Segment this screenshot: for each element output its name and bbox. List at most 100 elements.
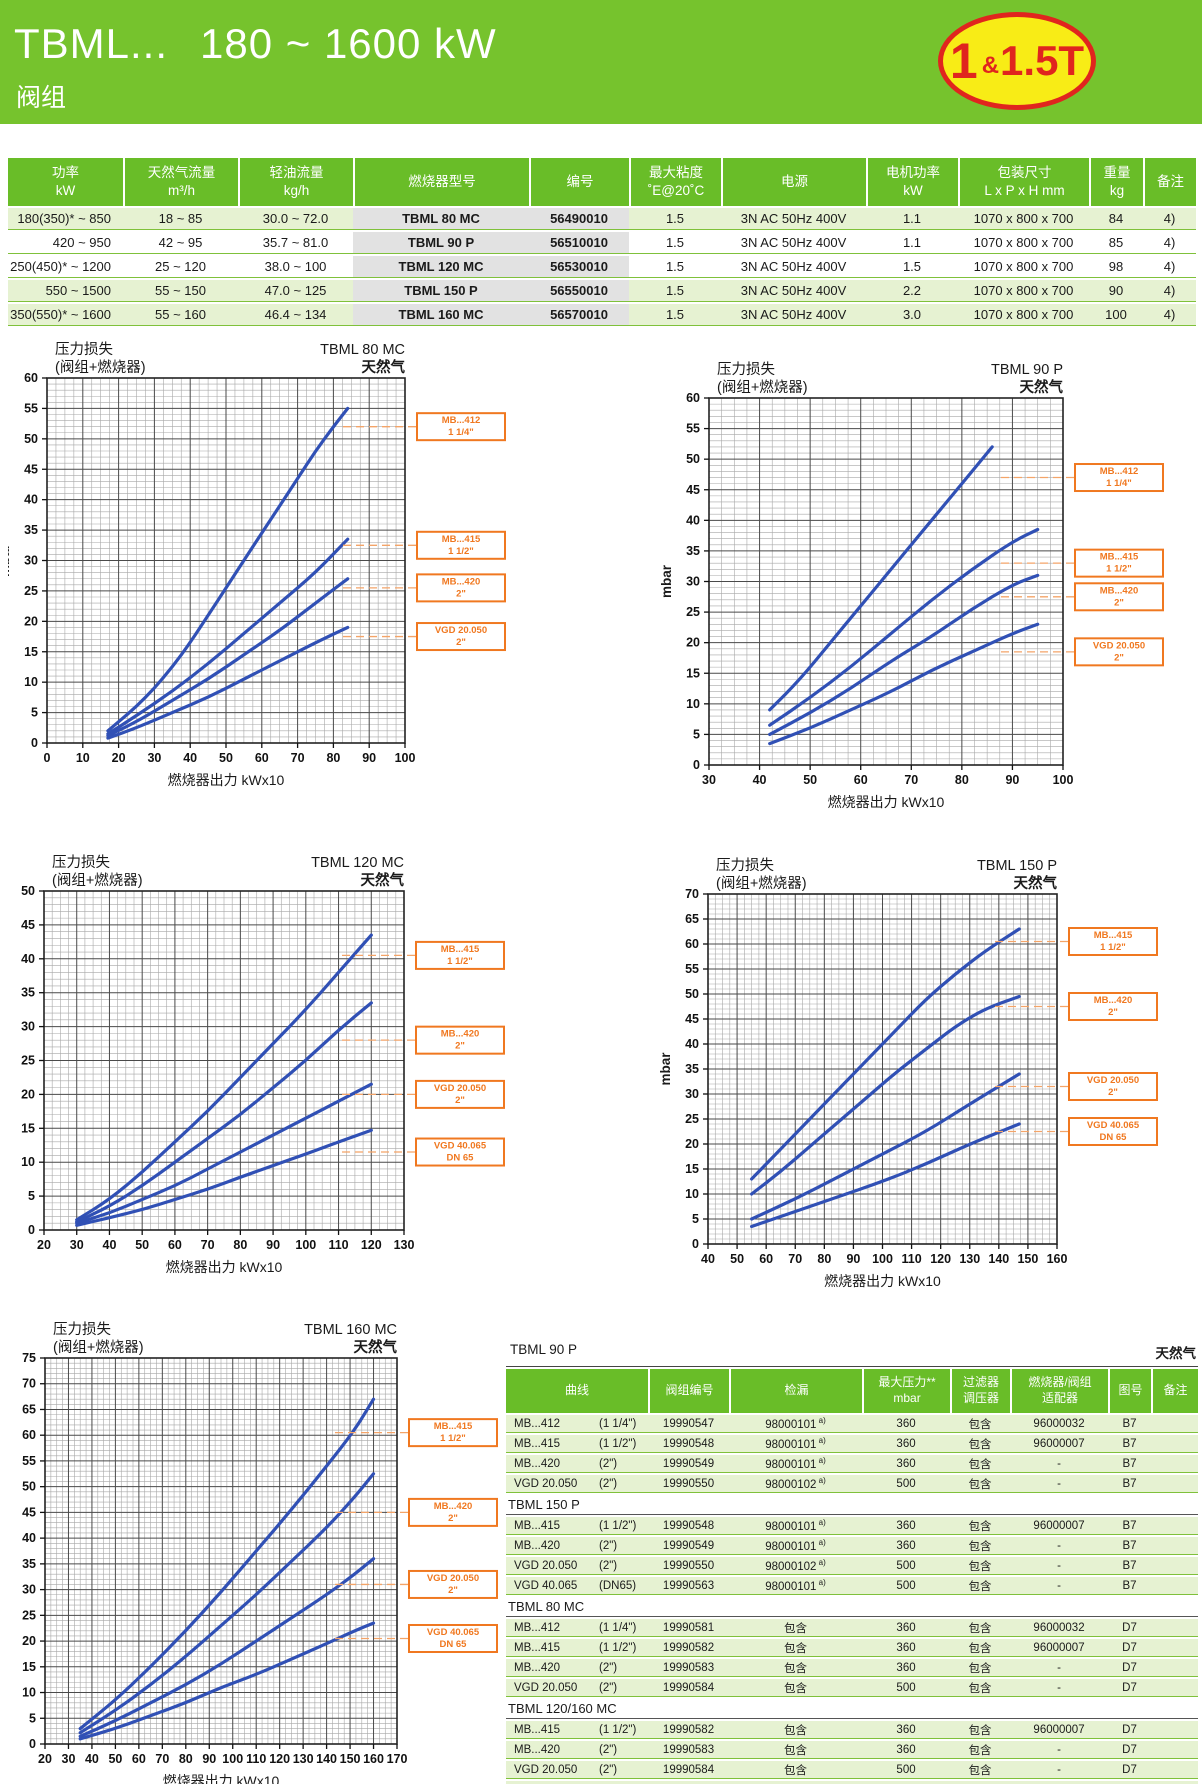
- svg-text:5: 5: [31, 706, 38, 720]
- spec-cell: 4): [1143, 256, 1196, 278]
- spec-cell: 98: [1089, 256, 1143, 278]
- svg-text:65: 65: [22, 1402, 36, 1416]
- series-label-box: [1068, 1072, 1158, 1101]
- valve-cell: D7: [1108, 1679, 1152, 1697]
- valve-cell: VGD 20.050: [506, 1679, 591, 1697]
- valve-cell: 96000007: [1010, 1639, 1109, 1657]
- series-label-text-2: DN 65: [1100, 1132, 1128, 1143]
- series-label-box: [1068, 992, 1158, 1021]
- svg-text:130: 130: [959, 1252, 980, 1266]
- valve-cell: 19990582: [648, 1639, 730, 1657]
- series-label-box: [416, 573, 506, 603]
- valve-cell: [1151, 1781, 1199, 1784]
- spec-cell: 56510010: [529, 232, 629, 254]
- valve-col-header-1: 阀组编号: [648, 1369, 730, 1413]
- series-label-text-1: MB...420: [442, 576, 481, 587]
- valve-cell: -: [1010, 1455, 1109, 1473]
- svg-text:70: 70: [22, 1377, 36, 1391]
- spec-cell: 4): [1143, 232, 1196, 254]
- badge-text-1: 1: [949, 33, 978, 89]
- series-label-text-2: 2": [456, 588, 466, 599]
- svg-text:30: 30: [702, 773, 716, 787]
- svg-text:140: 140: [316, 1752, 337, 1766]
- series-label-box: [1068, 927, 1158, 956]
- svg-text:70: 70: [291, 751, 305, 765]
- svg-text:30: 30: [685, 1087, 699, 1101]
- valve-col-header-0: 曲线: [506, 1369, 649, 1413]
- chart-title-line2: (阀组+燃烧器): [52, 871, 143, 889]
- series-label-text-2: 2": [455, 1095, 465, 1106]
- badge-text-amp: &: [981, 52, 1000, 79]
- spec-cell: 18 ~ 85: [123, 208, 238, 230]
- series-label-box: [415, 1079, 505, 1109]
- spec-cell: 1070 x 800 x 700: [958, 232, 1089, 254]
- svg-text:0: 0: [693, 758, 700, 772]
- svg-text:90: 90: [266, 1238, 280, 1252]
- valve-cell: D7: [1108, 1761, 1152, 1779]
- svg-text:100: 100: [295, 1238, 316, 1252]
- valve-cell: 98000101 a): [729, 1517, 863, 1535]
- svg-text:10: 10: [21, 1155, 35, 1169]
- series-label-box: [1074, 582, 1164, 612]
- svg-text:5: 5: [692, 1212, 699, 1226]
- valve-col-header-5: 燃烧器/阀组 适配器: [1010, 1369, 1109, 1413]
- series-label-text-2: 1 1/2": [1100, 942, 1126, 953]
- valve-cell: MB...420: [506, 1537, 591, 1555]
- valve-cell: 包含: [729, 1721, 863, 1739]
- svg-text:30: 30: [147, 751, 161, 765]
- curve-VGD-20-050: [75, 1082, 373, 1225]
- svg-text:50: 50: [803, 773, 817, 787]
- valve-cell: -: [1010, 1577, 1109, 1595]
- spec-cell: 100: [1089, 304, 1143, 326]
- valve-col-header-7: 备注: [1151, 1369, 1199, 1413]
- valve-header-row: 曲线 阀组编号 检漏 最大压力** mbar 过滤器 调压器 燃烧器/阀组 适配器 图号 备注: [506, 1369, 1199, 1413]
- valve-cell: MB...412: [506, 1415, 591, 1433]
- spec-cell: 84: [1089, 208, 1143, 230]
- svg-text:50: 50: [686, 452, 700, 466]
- curve-VGD-40-065: [78, 1621, 376, 1741]
- svg-text:25: 25: [686, 605, 700, 619]
- valve-cell: 19990548: [648, 1517, 730, 1535]
- spec-col-header-5: 最大粘度 ˚E@20˚C: [629, 158, 721, 206]
- series-label-text-1: MB...415: [1094, 930, 1133, 941]
- svg-text:10: 10: [22, 1686, 36, 1700]
- svg-text:60: 60: [685, 937, 699, 951]
- spec-cell: 56550010: [529, 280, 629, 302]
- svg-text:40: 40: [24, 493, 38, 507]
- svg-text:55: 55: [685, 962, 699, 976]
- svg-text:160: 160: [363, 1752, 384, 1766]
- spec-cell: TBML 80 MC: [353, 208, 529, 230]
- valve-cell: 98000102 a): [729, 1557, 863, 1575]
- svg-text:40: 40: [183, 751, 197, 765]
- valve-cell: (2"): [591, 1557, 649, 1575]
- valve-cell: -: [1010, 1761, 1109, 1779]
- series-label-box: [416, 530, 506, 560]
- series-label-box: [408, 1569, 498, 1599]
- spec-cell: 55 ~ 150: [123, 280, 238, 302]
- valve-cell: (2"): [591, 1679, 649, 1697]
- svg-text:90: 90: [202, 1752, 216, 1766]
- spec-cell: 46.4 ~ 134: [238, 304, 353, 326]
- valve-row: MB...415 (1 1/2") 19990548 98000101 a) 360 包含…: [506, 1435, 1199, 1453]
- valve-row: VGD 20.050 (2") 19990584 包含 500 包含 - D7: [506, 1679, 1199, 1697]
- valve-cell: 360: [862, 1435, 951, 1453]
- valve-cell: (2"): [591, 1741, 649, 1759]
- valve-cell: 包含: [950, 1517, 1011, 1535]
- curve-MB-420: [750, 994, 1021, 1196]
- series-label-box: [415, 1025, 505, 1055]
- curve-MB-420: [78, 1472, 376, 1735]
- valve-cell: 19990584: [648, 1679, 730, 1697]
- chart-model-title: TBML 80 MC: [320, 342, 405, 358]
- curve-VGD-20-050: [750, 1072, 1021, 1221]
- chart-tbml-150-p: 0 5 10 15 20 25 30 35 40 45 50 55 60 65 70 40 50 60 70 80 90…: [658, 857, 1158, 1289]
- valve-cell: [1151, 1415, 1199, 1433]
- valve-cell: 包含: [950, 1415, 1011, 1433]
- valve-cell: 19990548: [648, 1435, 730, 1453]
- series-label-text-1: VGD 20.050: [1087, 1075, 1139, 1086]
- series-label-text-2: 2": [448, 1585, 458, 1596]
- curve-MB-420: [768, 573, 1040, 736]
- valve-cell: 360: [862, 1659, 951, 1677]
- series-label-box: [416, 622, 506, 652]
- valve-cell: 96000032: [1010, 1619, 1109, 1637]
- series-label-text-1: VGD 20.050: [435, 625, 487, 636]
